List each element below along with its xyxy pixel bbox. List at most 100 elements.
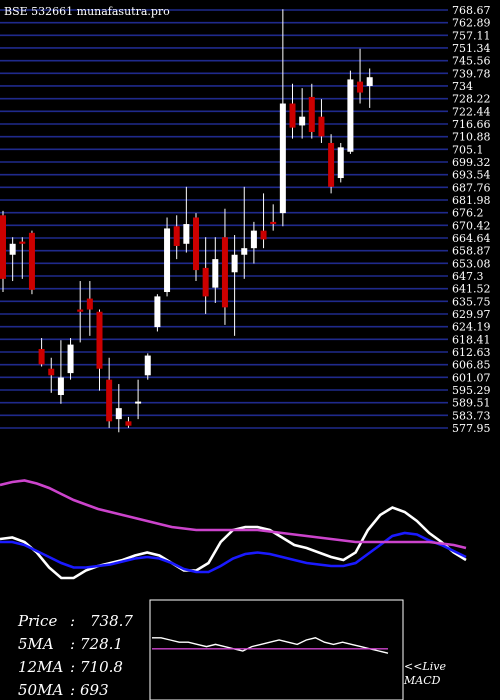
candle-body-down — [38, 348, 45, 365]
ma50-value: 693 — [80, 681, 109, 699]
candle — [202, 237, 209, 314]
y-tick-label: 762.89 — [452, 17, 491, 30]
candle-body-down — [308, 96, 315, 133]
candle-body-down — [0, 215, 6, 279]
macd-label-line-1: <<Live — [404, 660, 446, 673]
candle-body-up — [67, 344, 74, 374]
moving-average-panel — [0, 479, 467, 580]
candle-body-down — [28, 232, 35, 290]
candle — [9, 237, 16, 282]
ma-line-ma_mid — [0, 531, 467, 574]
macd-panel — [149, 599, 404, 700]
ma5-label: 5MA — [18, 635, 54, 653]
y-tick-label: 687.76 — [452, 181, 491, 194]
candle — [106, 357, 113, 428]
candle-body-down — [96, 311, 103, 369]
candle-body-up — [9, 243, 16, 255]
candle-body-up — [135, 401, 142, 404]
candle-body-up — [183, 224, 190, 244]
price-label: Price — [17, 612, 57, 630]
y-tick-label: 583.73 — [452, 409, 491, 422]
candle — [347, 70, 354, 154]
candle-body-up — [154, 296, 161, 328]
price-grid — [0, 9, 448, 429]
candle — [231, 235, 238, 336]
candle-body-up — [299, 116, 306, 126]
candle-body-down — [193, 217, 199, 271]
candle-body-down — [106, 379, 113, 422]
candle — [279, 9, 286, 227]
y-tick-label: 676.2 — [452, 207, 484, 220]
candle-body-up — [279, 103, 286, 214]
candle — [19, 237, 26, 279]
candle — [212, 237, 219, 303]
y-tick-label: 653.08 — [452, 257, 491, 270]
ma-line-ma_long — [0, 479, 467, 550]
y-tick-label: 664.64 — [452, 232, 491, 245]
candle-body-up — [57, 377, 64, 396]
candle — [328, 134, 335, 194]
candle-body-down — [125, 421, 132, 426]
y-tick-label: 601.07 — [452, 371, 491, 384]
candle-body-down — [328, 142, 335, 187]
ma50-label: 50MA — [18, 681, 63, 699]
stats-block: Price : 738.7 5MA : 728.1 12MA : 710.8 5… — [17, 612, 133, 699]
candle — [28, 230, 35, 295]
candle — [115, 384, 122, 433]
y-tick-label: 606.85 — [452, 359, 491, 372]
y-tick-label: 734 — [452, 80, 473, 93]
y-tick-label: 624.19 — [452, 321, 491, 334]
candle-body-up — [115, 408, 122, 420]
candle — [357, 48, 364, 104]
candle-body-up — [231, 254, 238, 273]
candle — [96, 309, 103, 391]
y-tick-label: 589.51 — [452, 397, 491, 410]
candle — [48, 357, 55, 393]
candlestick-series — [0, 9, 373, 433]
candle-body-up — [250, 230, 257, 249]
candle-body-up — [212, 259, 219, 288]
price-sep: : — [70, 612, 75, 630]
candle — [164, 217, 171, 297]
candle-body-up — [164, 228, 171, 293]
candle — [125, 416, 132, 428]
candle — [337, 142, 344, 183]
candle — [366, 68, 373, 108]
candle — [270, 204, 277, 231]
ma50-sep: : — [70, 681, 75, 699]
y-tick-label: 681.98 — [452, 194, 491, 207]
y-tick-label: 670.42 — [452, 219, 491, 232]
ma12-sep: : — [70, 658, 75, 676]
candle — [193, 213, 199, 282]
y-tick-label: 635.75 — [452, 295, 491, 308]
y-tick-label: 710.88 — [452, 131, 491, 144]
candle-body-up — [366, 77, 373, 86]
y-tick-label: 595.29 — [452, 384, 491, 397]
candle-body-down — [19, 241, 26, 244]
candle-body-down — [221, 237, 228, 308]
chart-title: BSE 532661 munafasutra.pro — [4, 5, 170, 18]
y-tick-label: 577.95 — [452, 422, 491, 435]
candle-body-up — [144, 355, 151, 376]
candle-body-down — [260, 230, 267, 240]
candle — [308, 83, 315, 139]
y-tick-label: 739.78 — [452, 67, 491, 80]
price-value: 738.7 — [90, 612, 133, 630]
y-tick-label: 768.67 — [452, 4, 491, 17]
candle — [318, 99, 325, 143]
y-tick-label: 618.41 — [452, 333, 491, 346]
candle — [67, 338, 74, 380]
candle — [154, 294, 161, 332]
y-tick-label: 641.52 — [452, 283, 491, 296]
y-tick-label: 745.56 — [452, 55, 491, 68]
y-tick-label: 728.22 — [452, 93, 491, 106]
ma5-sep: : — [70, 635, 75, 653]
candle-body-down — [77, 309, 84, 312]
candle-body-up — [347, 79, 354, 152]
candle-body-down — [48, 368, 55, 376]
y-tick-label: 757.11 — [452, 29, 491, 42]
candle — [77, 281, 84, 343]
candle-body-up — [241, 248, 248, 255]
candle — [299, 88, 306, 139]
